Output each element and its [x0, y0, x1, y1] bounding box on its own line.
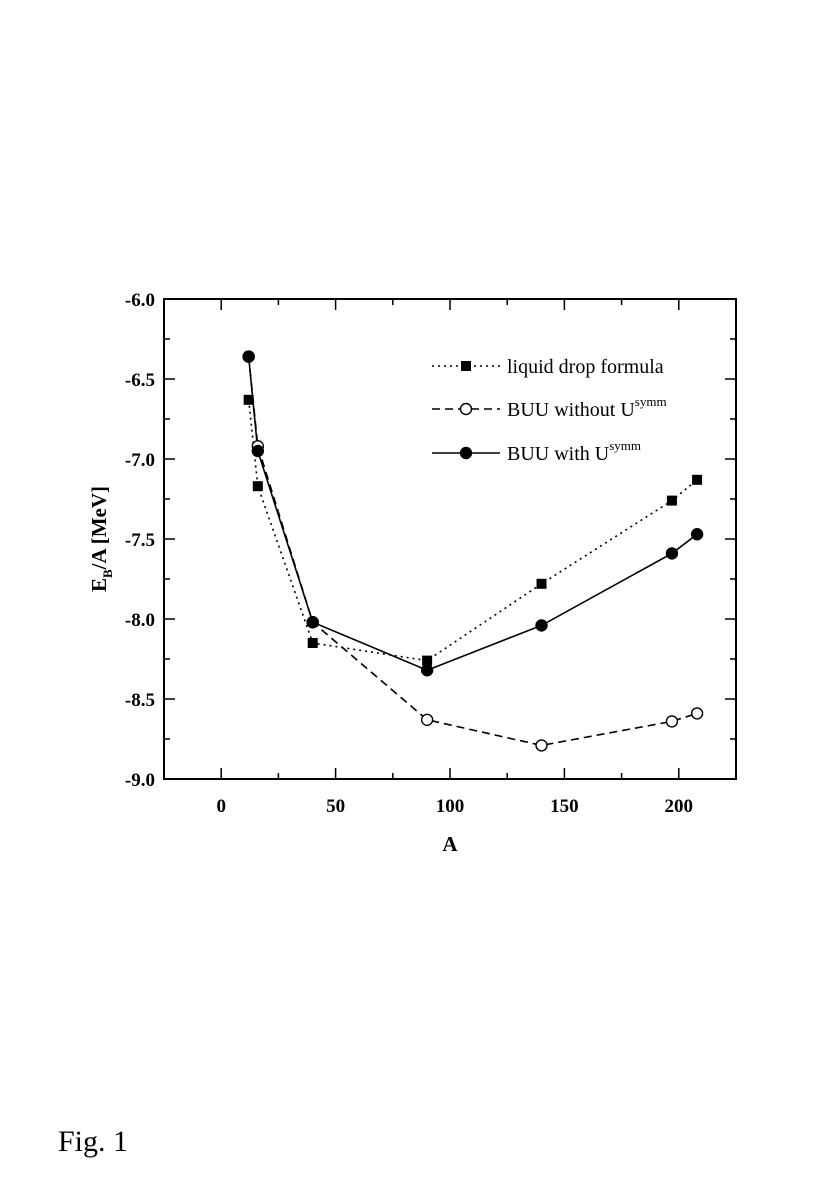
legend-label-buu-without: BUU without U: [507, 399, 635, 421]
y-axis-title-base: E: [87, 578, 111, 592]
data-point-square: [252, 481, 263, 492]
data-point-open-circle: [420, 713, 434, 726]
data-point-filled-circle: [690, 528, 704, 541]
x-tick-label: 200: [665, 796, 694, 817]
legend-label-buu-with-sup: symm: [609, 438, 641, 453]
svg-text:EB/A [MeV]: EB/A [MeV]: [87, 486, 115, 592]
y-tick-label: -6.5: [125, 370, 155, 391]
legend-label-buu-with: BUU with U: [507, 443, 610, 465]
data-point-square: [536, 578, 547, 589]
legend-label-liquid-drop: liquid drop formula: [507, 356, 664, 378]
data-point-open-circle: [690, 707, 704, 720]
x-tick-label: 0: [216, 796, 226, 817]
data-point-square: [243, 394, 254, 405]
y-tick-label: -8.0: [125, 610, 155, 631]
data-point-square: [666, 495, 677, 506]
x-tick-label: 50: [326, 796, 345, 817]
svg-text:BUU without Usymm: BUU without Usymm: [507, 394, 667, 421]
x-axis-title: A: [442, 832, 458, 856]
data-point-open-circle: [535, 739, 548, 752]
y-tick-label: -7.5: [125, 530, 155, 551]
y-tick-label: -6.0: [125, 290, 155, 311]
ticks: 0 50 100 150 200 -9.0 -8.5 -8.0 -7.5 -7.0 -6.5 -6.0: [125, 290, 737, 817]
data-point-filled-circle: [420, 664, 434, 677]
data-point-square: [692, 474, 703, 485]
legend-marker-filled-circle: [459, 446, 473, 460]
y-axis-title-rest: /A [MeV]: [87, 486, 111, 570]
legend-entry-buu-with: BUU with Usymm: [432, 438, 641, 465]
data-point-square: [307, 638, 318, 648]
data-point-filled-circle: [251, 444, 265, 458]
data-point-filled-circle: [535, 619, 548, 632]
legend-entry-buu-without: BUU without Usymm: [432, 394, 667, 421]
legend: liquid drop formula BUU without Usymm BU…: [432, 356, 667, 465]
svg-text:BUU with Usymm: BUU with Usymm: [507, 438, 641, 465]
svg-text:liquid drop formula: liquid drop formula: [507, 356, 664, 378]
x-tick-label: 100: [436, 796, 465, 817]
x-tick-label: 150: [550, 796, 579, 817]
legend-label-buu-without-sup: symm: [635, 394, 667, 409]
data-point-filled-circle: [665, 547, 679, 560]
y-tick-label: -8.5: [125, 690, 155, 711]
data-point-filled-circle: [242, 350, 255, 363]
data-point-square: [422, 655, 433, 666]
y-axis-title: EB/A [MeV]: [87, 486, 115, 592]
data-point-filled-circle: [306, 616, 319, 629]
data-point-open-circle: [665, 715, 679, 728]
y-tick-label: -7.0: [125, 450, 155, 471]
legend-marker-filled-square: [461, 361, 471, 371]
legend-marker-open-circle: [459, 402, 473, 416]
figure-caption: Fig. 1: [58, 1125, 129, 1158]
y-tick-label: -9.0: [125, 770, 155, 791]
y-axis-title-subscript: B: [100, 569, 115, 578]
series-points: [242, 350, 704, 752]
legend-entry-liquid-drop: liquid drop formula: [432, 356, 664, 378]
